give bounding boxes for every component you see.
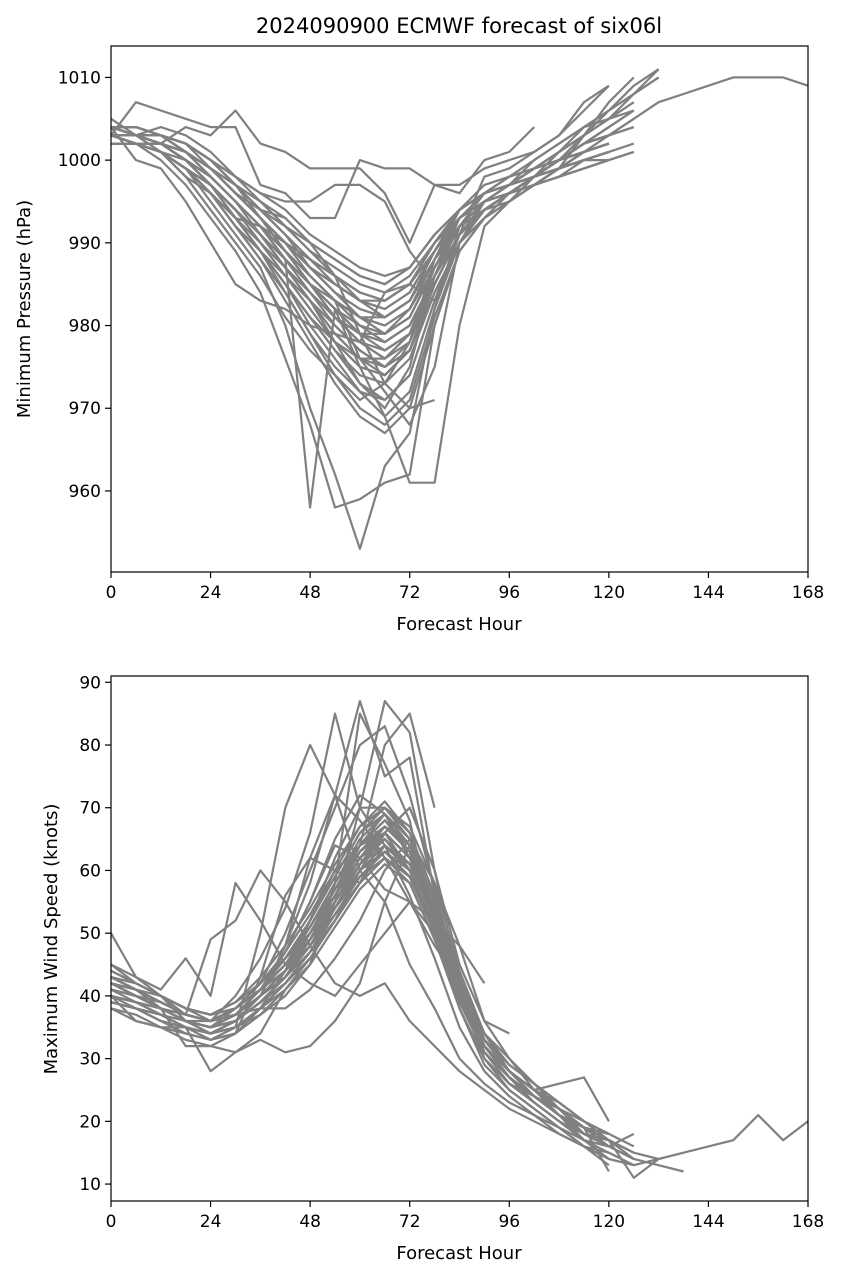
wind-member-line-41 bbox=[110, 881, 585, 1123]
pressure-x-axis-label: Forecast Hour bbox=[396, 614, 522, 635]
pressure-member-line-1 bbox=[110, 101, 535, 220]
wind-x-tick-label: 120 bbox=[593, 1212, 625, 1232]
pressure-x-tick-label: 0 bbox=[106, 583, 117, 603]
pressure-member-line-44 bbox=[110, 134, 610, 335]
pressure-member-line-39 bbox=[110, 134, 610, 327]
wind-x-tick-label: 96 bbox=[498, 1212, 520, 1232]
pressure-member-line-6 bbox=[111, 76, 635, 509]
wind-member-line-43 bbox=[110, 869, 585, 1148]
wind-member-line-39 bbox=[110, 825, 610, 1148]
pressure-y-tick-label: 970 bbox=[69, 399, 101, 419]
pressure-y-tick-label: 990 bbox=[69, 234, 101, 254]
wind-y-tick-label: 90 bbox=[79, 673, 101, 693]
pressure-member-line-33 bbox=[110, 109, 635, 426]
pressure-member-line-2 bbox=[110, 84, 610, 244]
wind-member-line-23 bbox=[110, 863, 610, 1142]
pressure-member-line-50 bbox=[110, 134, 635, 319]
wind-plot-frame bbox=[110, 675, 809, 1202]
wind-member-line-45 bbox=[110, 806, 510, 1041]
wind-member-line-8 bbox=[110, 712, 610, 1160]
wind-x-tick-label: 48 bbox=[299, 1212, 321, 1232]
pressure-member-line-4 bbox=[111, 68, 660, 426]
pressure-member-line-51 bbox=[111, 109, 635, 302]
wind-y-axis-label: Maximum Wind Speed (knots) bbox=[41, 804, 62, 1075]
pressure-member-line-46 bbox=[111, 134, 610, 377]
wind-y-tick-label: 10 bbox=[79, 1175, 101, 1195]
wind-member-line-5 bbox=[110, 700, 635, 1167]
wind-member-lines bbox=[110, 700, 809, 1179]
wind-member-line-21 bbox=[110, 831, 610, 1148]
wind-member-line-49 bbox=[110, 850, 635, 1148]
wind-x-tick-label: 24 bbox=[200, 1212, 222, 1232]
pressure-x-tick-label: 48 bbox=[299, 583, 321, 603]
wind-x-tick-label: 72 bbox=[399, 1212, 421, 1232]
wind-y-tick-label: 80 bbox=[79, 736, 101, 756]
pressure-member-line-49 bbox=[111, 134, 610, 335]
wind-member-line-33 bbox=[110, 831, 635, 1167]
pressure-member-line-30 bbox=[110, 126, 610, 311]
pressure-member-line-3 bbox=[110, 84, 610, 286]
pressure-x-tick-label: 168 bbox=[792, 583, 824, 603]
pressure-chart: 2024090900 ECMWF forecast of six06l 0 24 4… bbox=[14, 14, 824, 635]
wind-x-tick-label: 168 bbox=[792, 1212, 824, 1232]
pressure-member-line-24 bbox=[111, 134, 610, 344]
wind-member-line-42 bbox=[110, 743, 610, 1148]
pressure-member-lines bbox=[110, 68, 809, 550]
pressure-member-line-15 bbox=[111, 134, 610, 327]
wind-member-line-1 bbox=[110, 838, 684, 1173]
wind-y-tick-label: 40 bbox=[79, 987, 101, 1007]
wind-member-line-47 bbox=[110, 856, 610, 1142]
wind-member-line-44 bbox=[110, 794, 610, 1148]
pressure-x-tick-label: 96 bbox=[498, 583, 520, 603]
wind-y-tick-label: 50 bbox=[79, 924, 101, 944]
pressure-member-line-14 bbox=[110, 117, 610, 319]
wind-chart: 0 24 48 72 96 120 144 168 10 20 30 40 50 60 70 80 90 Fo… bbox=[41, 673, 824, 1264]
wind-member-line-51 bbox=[110, 825, 660, 1179]
pressure-x-tick-label: 24 bbox=[200, 583, 222, 603]
pressure-member-line-38 bbox=[110, 117, 635, 377]
wind-member-line-3 bbox=[110, 806, 659, 1167]
pressure-y-ticks: 960 970 980 990 1000 1010 bbox=[58, 68, 111, 502]
wind-x-tick-label: 144 bbox=[692, 1212, 724, 1232]
pressure-member-line-45 bbox=[111, 126, 635, 286]
pressure-member-line-35 bbox=[111, 134, 610, 344]
wind-x-tick-label: 0 bbox=[106, 1212, 117, 1232]
wind-y-tick-label: 60 bbox=[79, 861, 101, 881]
wind-member-line-36 bbox=[110, 831, 610, 1142]
wind-y-tick-label: 70 bbox=[79, 799, 101, 819]
pressure-y-tick-label: 960 bbox=[69, 482, 101, 502]
wind-x-axis-label: Forecast Hour bbox=[396, 1243, 522, 1264]
wind-y-tick-label: 30 bbox=[79, 1050, 101, 1070]
pressure-x-ticks: 0 24 48 72 96 120 144 168 bbox=[106, 572, 824, 603]
wind-member-line-25 bbox=[110, 838, 610, 1148]
pressure-x-tick-label: 144 bbox=[692, 583, 724, 603]
pressure-chart-title: 2024090900 ECMWF forecast of six06l bbox=[256, 14, 662, 38]
pressure-member-line-18 bbox=[110, 76, 660, 402]
pressure-x-tick-label: 72 bbox=[399, 583, 421, 603]
pressure-member-line-20 bbox=[111, 126, 610, 335]
pressure-member-line-27 bbox=[111, 117, 610, 302]
pressure-y-tick-label: 1000 bbox=[58, 151, 101, 171]
wind-y-tick-label: 20 bbox=[79, 1112, 101, 1132]
pressure-x-tick-label: 120 bbox=[593, 583, 625, 603]
pressure-member-line-19 bbox=[111, 126, 610, 418]
pressure-plot-frame bbox=[110, 45, 809, 573]
wind-y-ticks: 10 20 30 40 50 60 70 80 90 bbox=[79, 673, 111, 1195]
pressure-y-axis-label: Minimum Pressure (hPa) bbox=[14, 200, 35, 418]
pressure-member-line-47 bbox=[111, 142, 585, 385]
pressure-y-tick-label: 1010 bbox=[58, 68, 101, 88]
wind-x-ticks: 0 24 48 72 96 120 144 168 bbox=[106, 1201, 824, 1232]
pressure-y-tick-label: 980 bbox=[69, 317, 101, 337]
